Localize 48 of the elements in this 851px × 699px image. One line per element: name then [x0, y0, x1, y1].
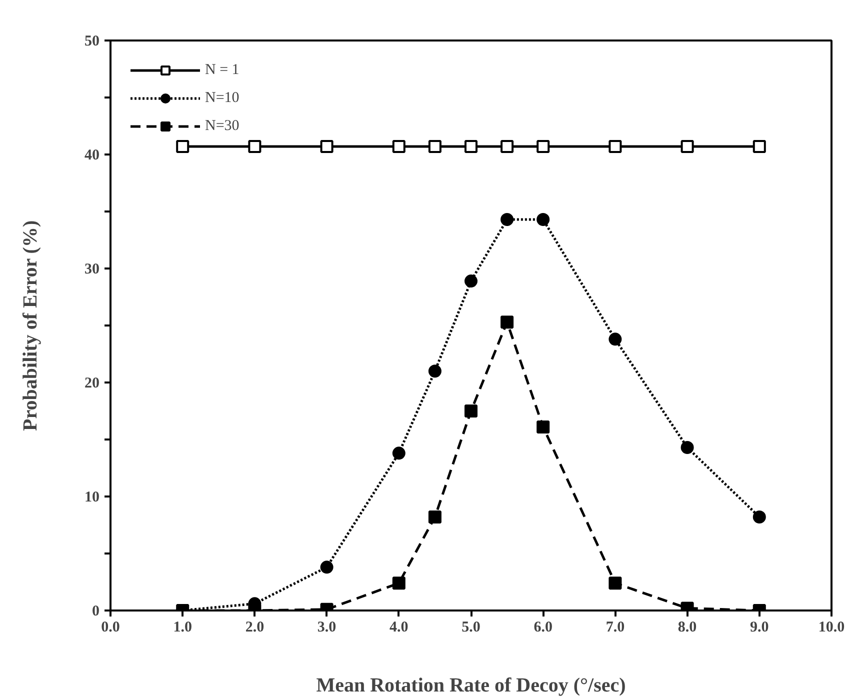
point [500, 316, 514, 329]
point [176, 140, 190, 154]
y-tick-label: 40 [84, 148, 100, 164]
x-tick-label: 4.0 [390, 620, 408, 636]
x-tick-label: 8.0 [678, 620, 697, 636]
point [680, 440, 694, 454]
point [392, 140, 406, 154]
point [536, 420, 550, 434]
point [536, 212, 550, 226]
point [680, 140, 694, 154]
x-tick-label: 5.0 [462, 620, 480, 636]
point [428, 140, 442, 154]
x-tick-label: 10.0 [818, 620, 845, 636]
x-tick-label: 2.0 [245, 620, 264, 636]
point [608, 332, 622, 346]
legend-label: N=30 [205, 118, 240, 134]
x-tick-label: 9.0 [750, 620, 769, 636]
point [464, 404, 478, 418]
legend-label: N=10 [205, 90, 240, 106]
point [608, 576, 622, 590]
point [248, 140, 262, 154]
x-tick-label: 7.0 [606, 620, 625, 636]
x-tick-label: 6.0 [534, 620, 552, 636]
x-tick-label: 0.0 [101, 620, 120, 636]
x-tick-label: 1.0 [173, 620, 192, 636]
y-axis-title: Probability of Error (%) [20, 220, 42, 431]
point [428, 510, 442, 524]
point [320, 140, 334, 154]
x-tick-label: 3.0 [317, 620, 336, 636]
point [500, 140, 514, 154]
point [608, 140, 622, 154]
point [428, 364, 442, 378]
y-tick-label: 0 [92, 604, 100, 620]
x-axis-title: Mean Rotation Rate of Decoy (°/sec) [316, 674, 626, 696]
y-tick-label: 30 [84, 262, 100, 278]
point [752, 140, 766, 154]
point [536, 140, 550, 154]
point [320, 560, 334, 574]
point [392, 446, 406, 460]
y-tick-label: 10 [84, 490, 100, 506]
y-tick-label: 20 [84, 376, 100, 392]
point [752, 510, 766, 524]
legend-label: N = 1 [205, 62, 240, 78]
point [464, 140, 478, 154]
point [500, 212, 514, 226]
y-tick-label: 50 [84, 34, 100, 50]
point [392, 576, 406, 590]
point [464, 274, 478, 288]
